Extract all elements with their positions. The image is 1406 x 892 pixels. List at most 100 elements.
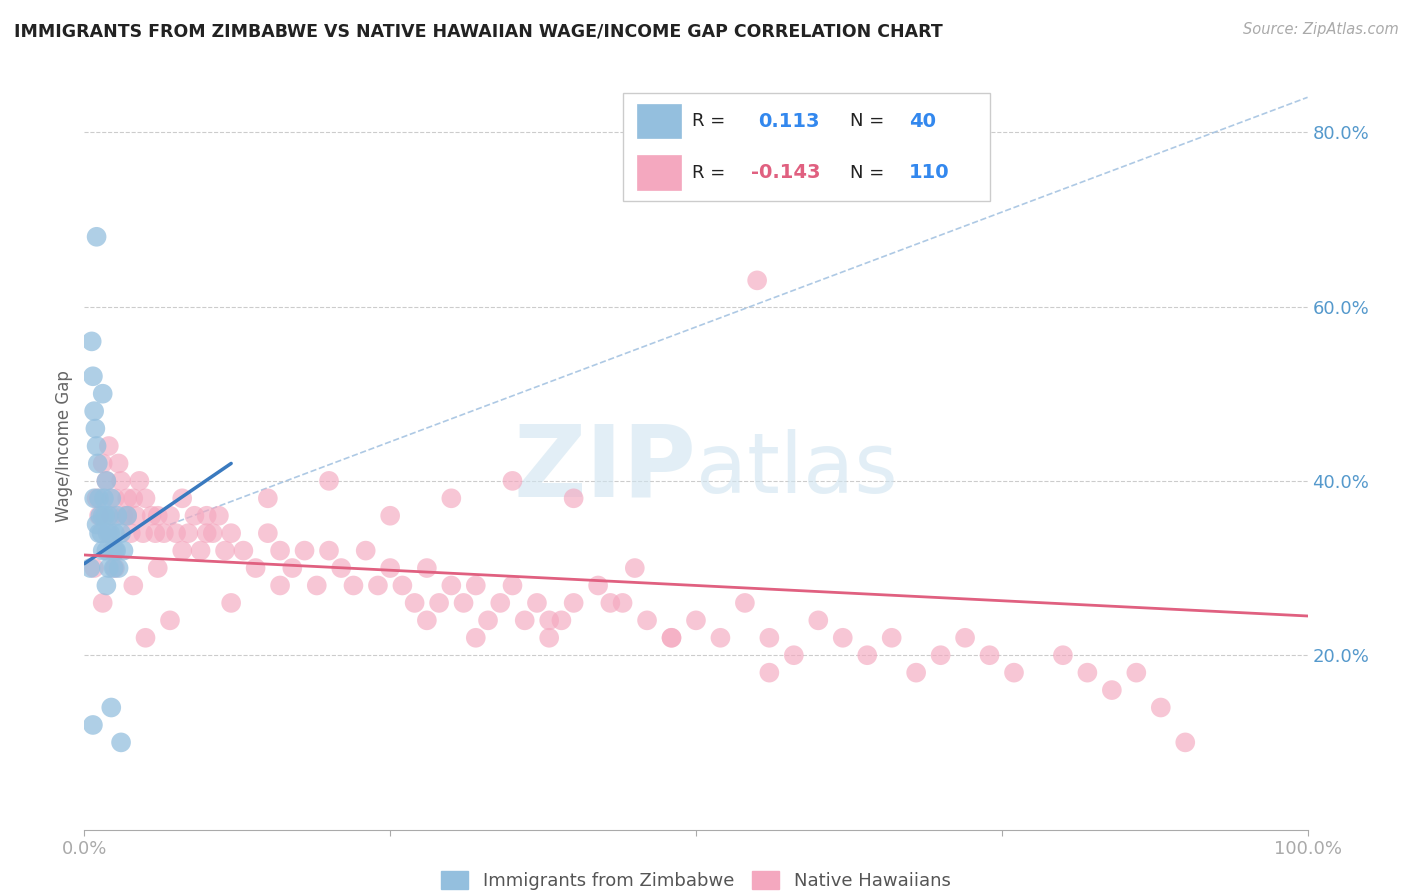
Point	[96, 474, 118, 488]
Point	[91, 596, 114, 610]
Point	[208, 508, 231, 523]
Point	[159, 613, 181, 627]
Point	[905, 665, 928, 680]
Point	[416, 613, 439, 627]
Point	[110, 735, 132, 749]
Point	[257, 491, 280, 506]
Point	[661, 631, 683, 645]
Point	[953, 631, 976, 645]
Point	[146, 508, 169, 523]
Point	[96, 474, 118, 488]
Point	[105, 508, 128, 523]
Point	[82, 369, 104, 384]
Point	[190, 543, 212, 558]
Point	[125, 508, 148, 523]
Point	[513, 613, 536, 627]
Point	[807, 613, 830, 627]
Point	[104, 543, 127, 558]
Point	[87, 508, 110, 523]
Point	[1174, 735, 1197, 749]
Point	[489, 596, 512, 610]
Y-axis label: Wage/Income Gap: Wage/Income Gap	[55, 370, 73, 522]
Point	[269, 543, 291, 558]
Point	[104, 561, 127, 575]
Point	[502, 474, 524, 488]
Point	[128, 474, 150, 488]
Point	[94, 508, 117, 523]
Point	[219, 596, 242, 610]
Point	[257, 526, 280, 541]
Point	[979, 648, 1001, 663]
Point	[269, 578, 291, 592]
Point	[90, 526, 112, 541]
Point	[1125, 665, 1147, 680]
Point	[100, 700, 122, 714]
Point	[453, 596, 475, 610]
Point	[103, 561, 125, 575]
Point	[391, 578, 413, 592]
Point	[330, 561, 353, 575]
Point	[1150, 700, 1173, 714]
Point	[440, 578, 463, 592]
Point	[477, 613, 499, 627]
Point	[305, 578, 328, 592]
Point	[79, 561, 101, 575]
Point	[100, 491, 122, 506]
Point	[526, 596, 548, 610]
Point	[91, 457, 114, 471]
Point	[1101, 683, 1123, 698]
Point	[464, 631, 486, 645]
Point	[107, 561, 129, 575]
Point	[112, 543, 135, 558]
Point	[83, 561, 105, 575]
Point	[153, 526, 176, 541]
Point	[115, 508, 138, 523]
Point	[132, 526, 155, 541]
Point	[661, 631, 683, 645]
Point	[91, 508, 114, 523]
Point	[115, 508, 138, 523]
Point	[281, 561, 304, 575]
Point	[97, 508, 120, 523]
Point	[172, 543, 194, 558]
Point	[86, 229, 108, 244]
Text: Source: ZipAtlas.com: Source: ZipAtlas.com	[1243, 22, 1399, 37]
Point	[172, 491, 194, 506]
Point	[562, 491, 585, 506]
Point	[734, 596, 756, 610]
Point	[87, 491, 110, 506]
Point	[143, 526, 166, 541]
Point	[195, 508, 218, 523]
Point	[82, 718, 104, 732]
Text: IMMIGRANTS FROM ZIMBABWE VS NATIVE HAWAIIAN WAGE/INCOME GAP CORRELATION CHART: IMMIGRANTS FROM ZIMBABWE VS NATIVE HAWAI…	[14, 22, 943, 40]
Point	[159, 508, 181, 523]
Point	[783, 648, 806, 663]
Point	[80, 334, 103, 349]
Point	[318, 543, 340, 558]
Text: ZIP: ZIP	[513, 420, 696, 517]
Point	[177, 526, 200, 541]
Point	[135, 491, 157, 506]
Point	[747, 273, 769, 287]
Point	[1002, 665, 1025, 680]
Point	[86, 439, 108, 453]
Point	[87, 526, 110, 541]
Point	[97, 526, 120, 541]
Point	[96, 543, 118, 558]
Point	[1052, 648, 1074, 663]
Point	[929, 648, 952, 663]
Point	[586, 578, 609, 592]
Point	[354, 543, 377, 558]
Point	[856, 648, 879, 663]
Point	[758, 665, 780, 680]
Point	[367, 578, 389, 592]
Point	[464, 578, 486, 592]
Point	[380, 508, 402, 523]
Point	[195, 526, 218, 541]
Point	[318, 474, 340, 488]
Point	[122, 578, 145, 592]
Point	[97, 439, 120, 453]
Point	[86, 491, 108, 506]
Point	[562, 596, 585, 610]
Point	[146, 561, 169, 575]
